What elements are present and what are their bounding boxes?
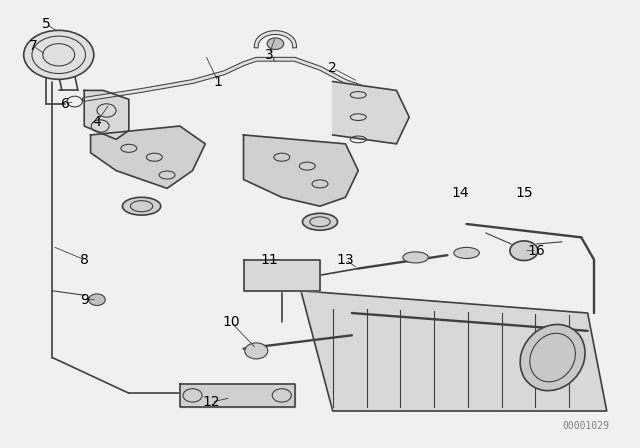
Circle shape [89, 294, 105, 306]
Text: 00001029: 00001029 [562, 421, 609, 431]
Text: 11: 11 [260, 253, 278, 267]
Ellipse shape [122, 197, 161, 215]
Text: 10: 10 [222, 315, 239, 329]
Ellipse shape [454, 247, 479, 258]
Ellipse shape [303, 213, 337, 230]
Circle shape [24, 30, 94, 79]
Text: 4: 4 [93, 115, 101, 129]
Circle shape [267, 38, 284, 49]
Polygon shape [244, 260, 320, 291]
Text: 1: 1 [214, 74, 223, 89]
Circle shape [510, 241, 538, 260]
Polygon shape [244, 135, 358, 206]
Text: 8: 8 [80, 253, 89, 267]
Text: 15: 15 [515, 186, 532, 200]
Text: 3: 3 [265, 48, 273, 62]
Circle shape [245, 343, 268, 359]
Text: 7: 7 [29, 39, 38, 53]
Ellipse shape [520, 324, 585, 391]
Text: 5: 5 [42, 17, 51, 30]
Polygon shape [301, 291, 607, 411]
Polygon shape [91, 126, 205, 188]
Text: 13: 13 [337, 253, 355, 267]
Polygon shape [84, 90, 129, 139]
Text: 16: 16 [528, 244, 545, 258]
Polygon shape [180, 384, 294, 406]
Text: 12: 12 [203, 395, 221, 409]
Polygon shape [333, 82, 409, 144]
Text: 14: 14 [451, 186, 469, 200]
Ellipse shape [403, 252, 428, 263]
Text: 2: 2 [328, 61, 337, 75]
Text: 6: 6 [61, 97, 70, 111]
Text: 9: 9 [80, 293, 89, 307]
